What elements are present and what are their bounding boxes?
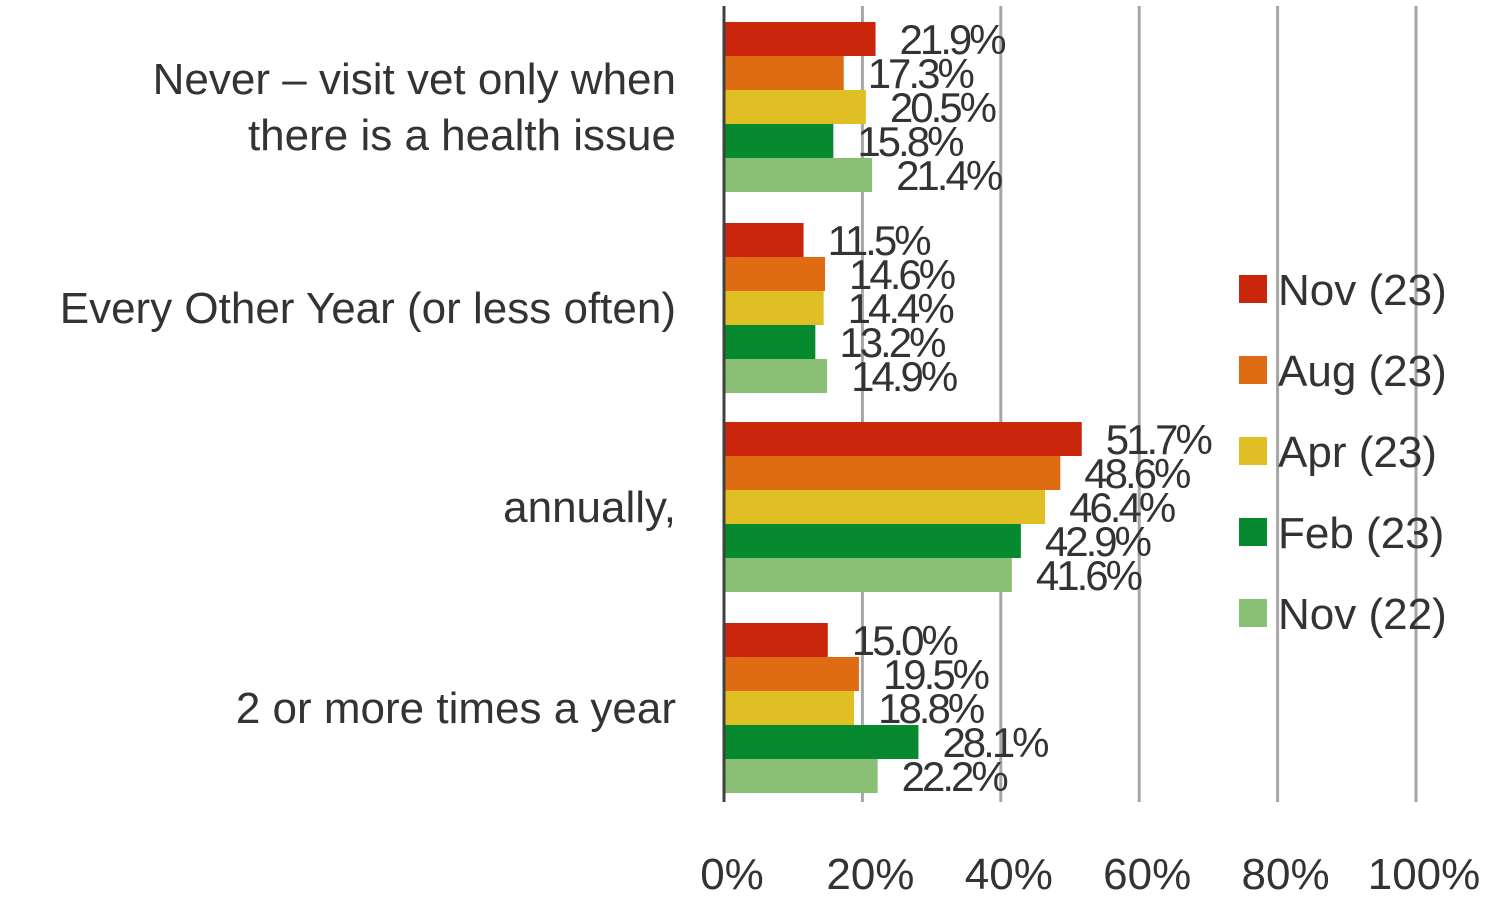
- legend-label-2: Apr (23): [1278, 428, 1437, 477]
- data-label-0-3: 15.8%: [857, 118, 963, 165]
- x-tick-label-0: 0%: [700, 850, 764, 897]
- x-tick-label-60: 60%: [1103, 850, 1191, 897]
- bar-2-0: [724, 422, 1082, 456]
- bar-1-3: [724, 325, 816, 359]
- category-label-0-1: there is a health issue: [248, 111, 676, 160]
- gridlines: [860, 6, 1418, 802]
- bar-0-4: [724, 158, 873, 192]
- bar-0-1: [724, 56, 844, 90]
- legend-swatch-0: [1239, 275, 1267, 303]
- bar-0-3: [724, 124, 834, 158]
- bar-3-1: [724, 657, 859, 691]
- category-label-0-0: Never – visit vet only when: [153, 55, 676, 104]
- category-label-3-0: 2 or more times a year: [236, 684, 676, 733]
- legend: Nov (23) Aug (23) Apr (23) Feb (23) Nov (22): [1239, 266, 1447, 639]
- bar-2-3: [724, 524, 1021, 558]
- data-label-1-0: 11.5%: [828, 217, 931, 264]
- legend-label-0: Nov (23): [1278, 266, 1447, 315]
- data-label-3-2: 18.8%: [878, 685, 984, 732]
- x-tick-label-100: 100%: [1368, 850, 1481, 897]
- bar-1-0: [724, 223, 804, 257]
- data-label-3-1: 19.5%: [883, 651, 989, 698]
- bar-1-1: [724, 257, 826, 291]
- legend-swatch-3: [1239, 518, 1267, 546]
- bar-2-1: [724, 456, 1061, 490]
- legend-label-3: Feb (23): [1278, 509, 1444, 558]
- legend-label-4: Nov (22): [1278, 590, 1447, 639]
- data-label-1-2: 14.4%: [848, 285, 954, 332]
- data-label-2-3: 42.9%: [1045, 518, 1151, 565]
- category-label-1-0: Every Other Year (or less often): [60, 284, 676, 333]
- bar-1-2: [724, 291, 824, 325]
- bar-1-4: [724, 359, 828, 393]
- bar-3-2: [724, 691, 855, 725]
- data-label-1-4: 14.9%: [851, 353, 957, 400]
- data-label-2-0: 51.7%: [1106, 416, 1212, 463]
- data-label-2-4: 41.6%: [1036, 552, 1142, 599]
- data-label-2-1: 48.6%: [1084, 450, 1190, 497]
- x-tick-label-40: 40%: [965, 850, 1053, 897]
- legend-swatch-1: [1239, 356, 1267, 384]
- data-label-2-2: 46.4%: [1069, 484, 1175, 531]
- x-tick-label-80: 80%: [1242, 850, 1330, 897]
- legend-swatch-4: [1239, 599, 1267, 627]
- x-tick-label-20: 20%: [826, 850, 914, 897]
- bar-0-2: [724, 90, 866, 124]
- data-label-0-1: 17.3%: [868, 50, 974, 97]
- data-label-1-3: 13.2%: [839, 319, 945, 366]
- data-label-0-2: 20.5%: [890, 84, 996, 131]
- category-labels: Never – visit vet only when there is a he…: [60, 55, 676, 733]
- bar-2-4: [724, 558, 1012, 592]
- bar-3-3: [724, 725, 919, 759]
- data-label-3-3: 28.1%: [942, 719, 1048, 766]
- data-label-1-1: 14.6%: [849, 251, 955, 298]
- bar-3-4: [724, 759, 878, 793]
- bar-2-2: [724, 490, 1046, 524]
- x-tick-labels: 0% 20% 40% 60% 80% 100%: [700, 850, 1480, 897]
- bars: [724, 22, 1082, 793]
- data-label-0-0: 21.9%: [900, 16, 1006, 63]
- data-labels: 21.9%17.3%20.5%15.8%21.4% 11.5%14.6%14.4%…: [828, 16, 1215, 800]
- data-label-3-4: 22.2%: [902, 753, 1008, 800]
- bar-3-0: [724, 623, 828, 657]
- category-label-2-0: annually,: [503, 483, 676, 532]
- data-label-0-4: 21.4%: [896, 152, 1002, 199]
- bar-0-0: [724, 22, 876, 56]
- data-label-3-0: 15.0%: [852, 617, 958, 664]
- legend-swatch-2: [1239, 437, 1267, 465]
- legend-label-1: Aug (23): [1278, 347, 1447, 396]
